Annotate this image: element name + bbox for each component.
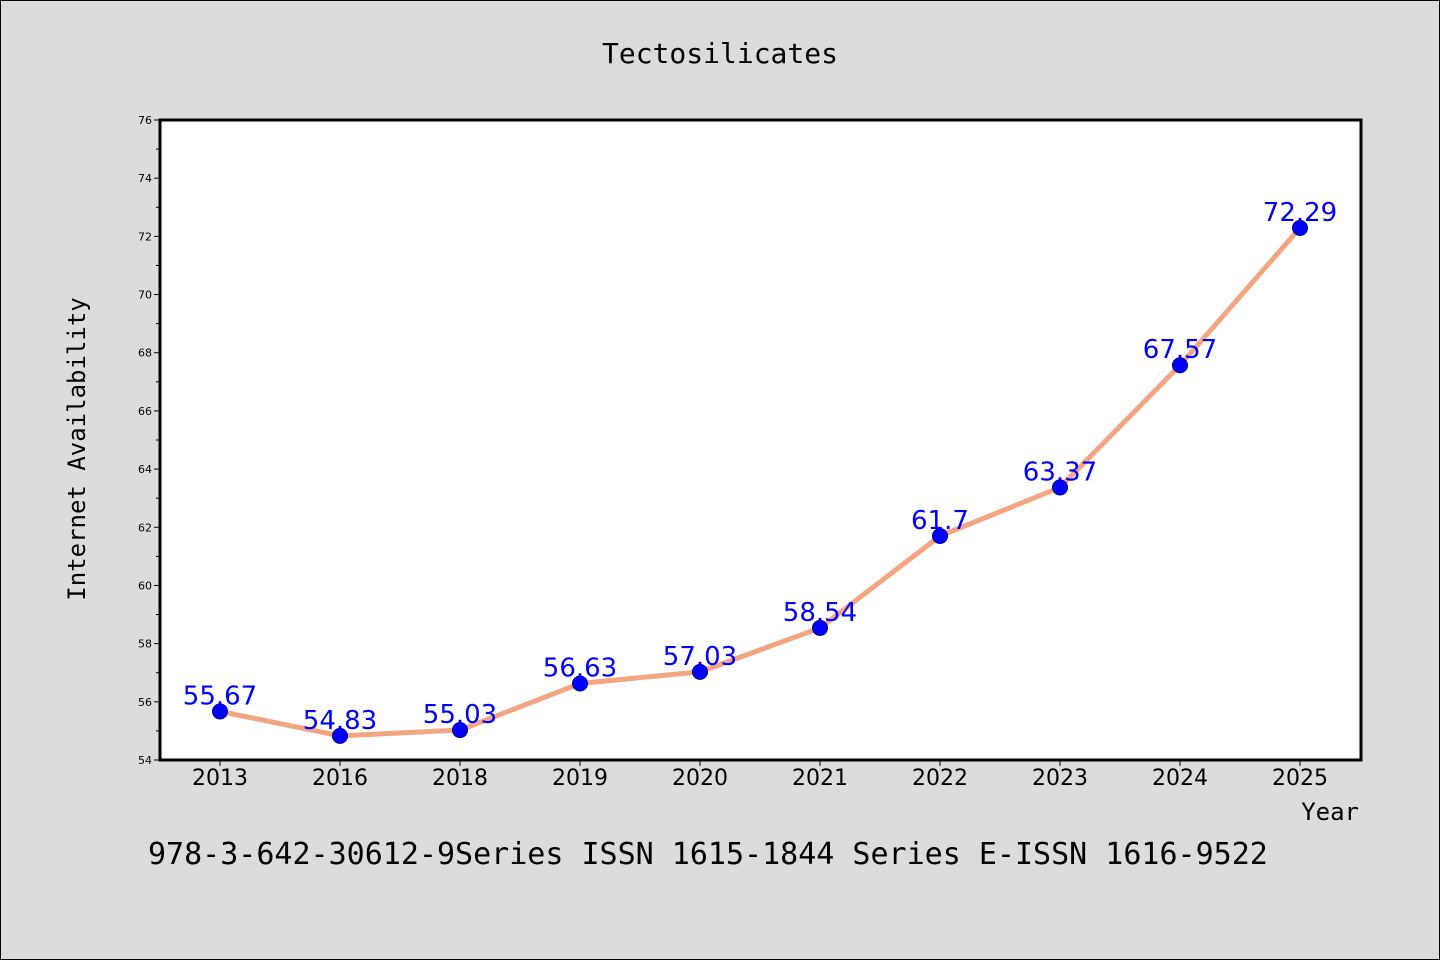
y-tick-label: 54	[138, 754, 152, 767]
y-tick-label: 56	[138, 696, 152, 709]
y-tick-label: 66	[138, 405, 152, 418]
y-tick-label: 68	[138, 347, 152, 360]
x-tick-label: 2023	[1032, 766, 1088, 791]
data-label: 54.83	[303, 706, 377, 736]
x-axis-ticks: 2013 2016 2018 2019 2020 2021 2022 2023 2024 2025	[192, 760, 1328, 791]
y-tick-label: 74	[138, 172, 152, 185]
data-label: 55.03	[423, 700, 497, 730]
x-tick-label: 2021	[792, 766, 848, 791]
x-tick-label: 2013	[192, 766, 248, 791]
y-tick-label: 76	[138, 114, 152, 127]
y-axis-label: Internet Availability	[63, 297, 91, 600]
x-axis-label: Year	[1301, 798, 1359, 826]
data-point	[452, 722, 468, 739]
plot-border	[158, 118, 1363, 762]
y-tick-label: 62	[138, 521, 152, 534]
data-label: 63.37	[1023, 457, 1097, 487]
data-label: 61.7	[911, 506, 969, 536]
x-tick-label: 2020	[672, 766, 728, 791]
data-label: 72.29	[1263, 198, 1337, 228]
data-point	[332, 727, 348, 744]
data-point	[1172, 357, 1188, 374]
data-point	[1052, 479, 1068, 496]
data-point	[692, 663, 708, 680]
data-label: 57.03	[663, 642, 737, 672]
data-point	[572, 675, 588, 692]
y-tick-label: 64	[138, 463, 152, 476]
y-tick-label: 72	[138, 230, 152, 243]
data-point	[932, 528, 948, 544]
x-tick-label: 2022	[912, 766, 968, 791]
data-point	[1292, 219, 1308, 236]
data-label: 58.54	[783, 598, 857, 628]
data-label: 67.57	[1143, 335, 1217, 365]
plot-area	[160, 120, 1361, 760]
y-tick-label: 60	[138, 579, 152, 592]
x-tick-label: 2024	[1152, 766, 1208, 791]
y-tick-label: 70	[138, 289, 152, 302]
data-point	[212, 703, 228, 720]
x-tick-label: 2016	[312, 766, 368, 791]
y-tick-label: 58	[138, 638, 152, 651]
chart-title: Tectosilicates	[602, 37, 838, 70]
series-layer: 55.67 54.83 55.03 56.63 57.03 58.54 61.7 63.37 6…	[183, 198, 1337, 744]
data-label: 56.63	[543, 653, 617, 683]
x-tick-label: 2019	[552, 766, 608, 791]
data-point	[812, 619, 828, 636]
y-axis-ticks: 54 56 58 60 62 64 66 68 70 72 74 76	[138, 114, 160, 767]
footer-text: 978-3-642-30612-9Series ISSN 1615-1844 S…	[148, 837, 1268, 872]
series-line	[217, 225, 1303, 739]
x-tick-label: 2018	[432, 766, 488, 791]
data-label: 55.67	[183, 681, 257, 711]
x-tick-label: 2025	[1272, 766, 1328, 791]
